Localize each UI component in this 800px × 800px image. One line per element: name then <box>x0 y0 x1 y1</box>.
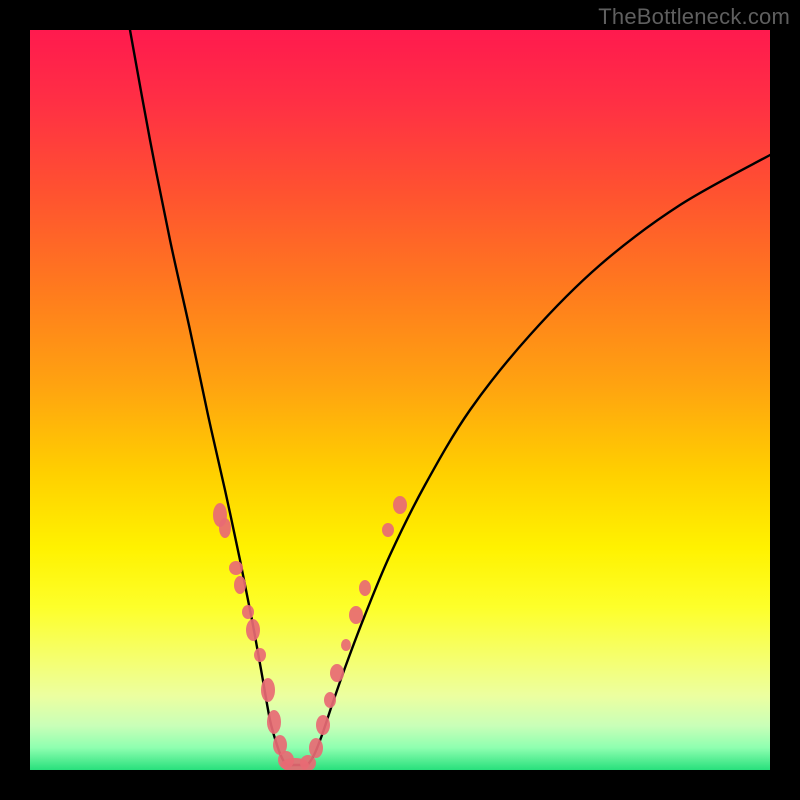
data-marker <box>359 580 371 596</box>
watermark-text: TheBottleneck.com <box>598 4 790 30</box>
data-marker <box>254 648 266 662</box>
data-marker <box>219 518 231 538</box>
data-marker <box>242 605 254 619</box>
data-marker <box>330 664 344 682</box>
data-marker <box>316 715 330 735</box>
data-marker <box>341 639 351 651</box>
data-marker <box>393 496 407 514</box>
data-marker <box>324 692 336 708</box>
data-marker <box>309 738 323 758</box>
bottleneck-chart-svg <box>30 30 770 770</box>
data-marker <box>246 619 260 641</box>
data-marker <box>349 606 363 624</box>
data-marker <box>261 678 275 702</box>
chart-container: TheBottleneck.com <box>0 0 800 800</box>
data-marker <box>267 710 281 734</box>
chart-plot-area <box>30 30 770 770</box>
data-marker <box>229 561 243 575</box>
gradient-background <box>30 30 770 770</box>
data-marker <box>234 576 246 594</box>
data-marker <box>382 523 394 537</box>
